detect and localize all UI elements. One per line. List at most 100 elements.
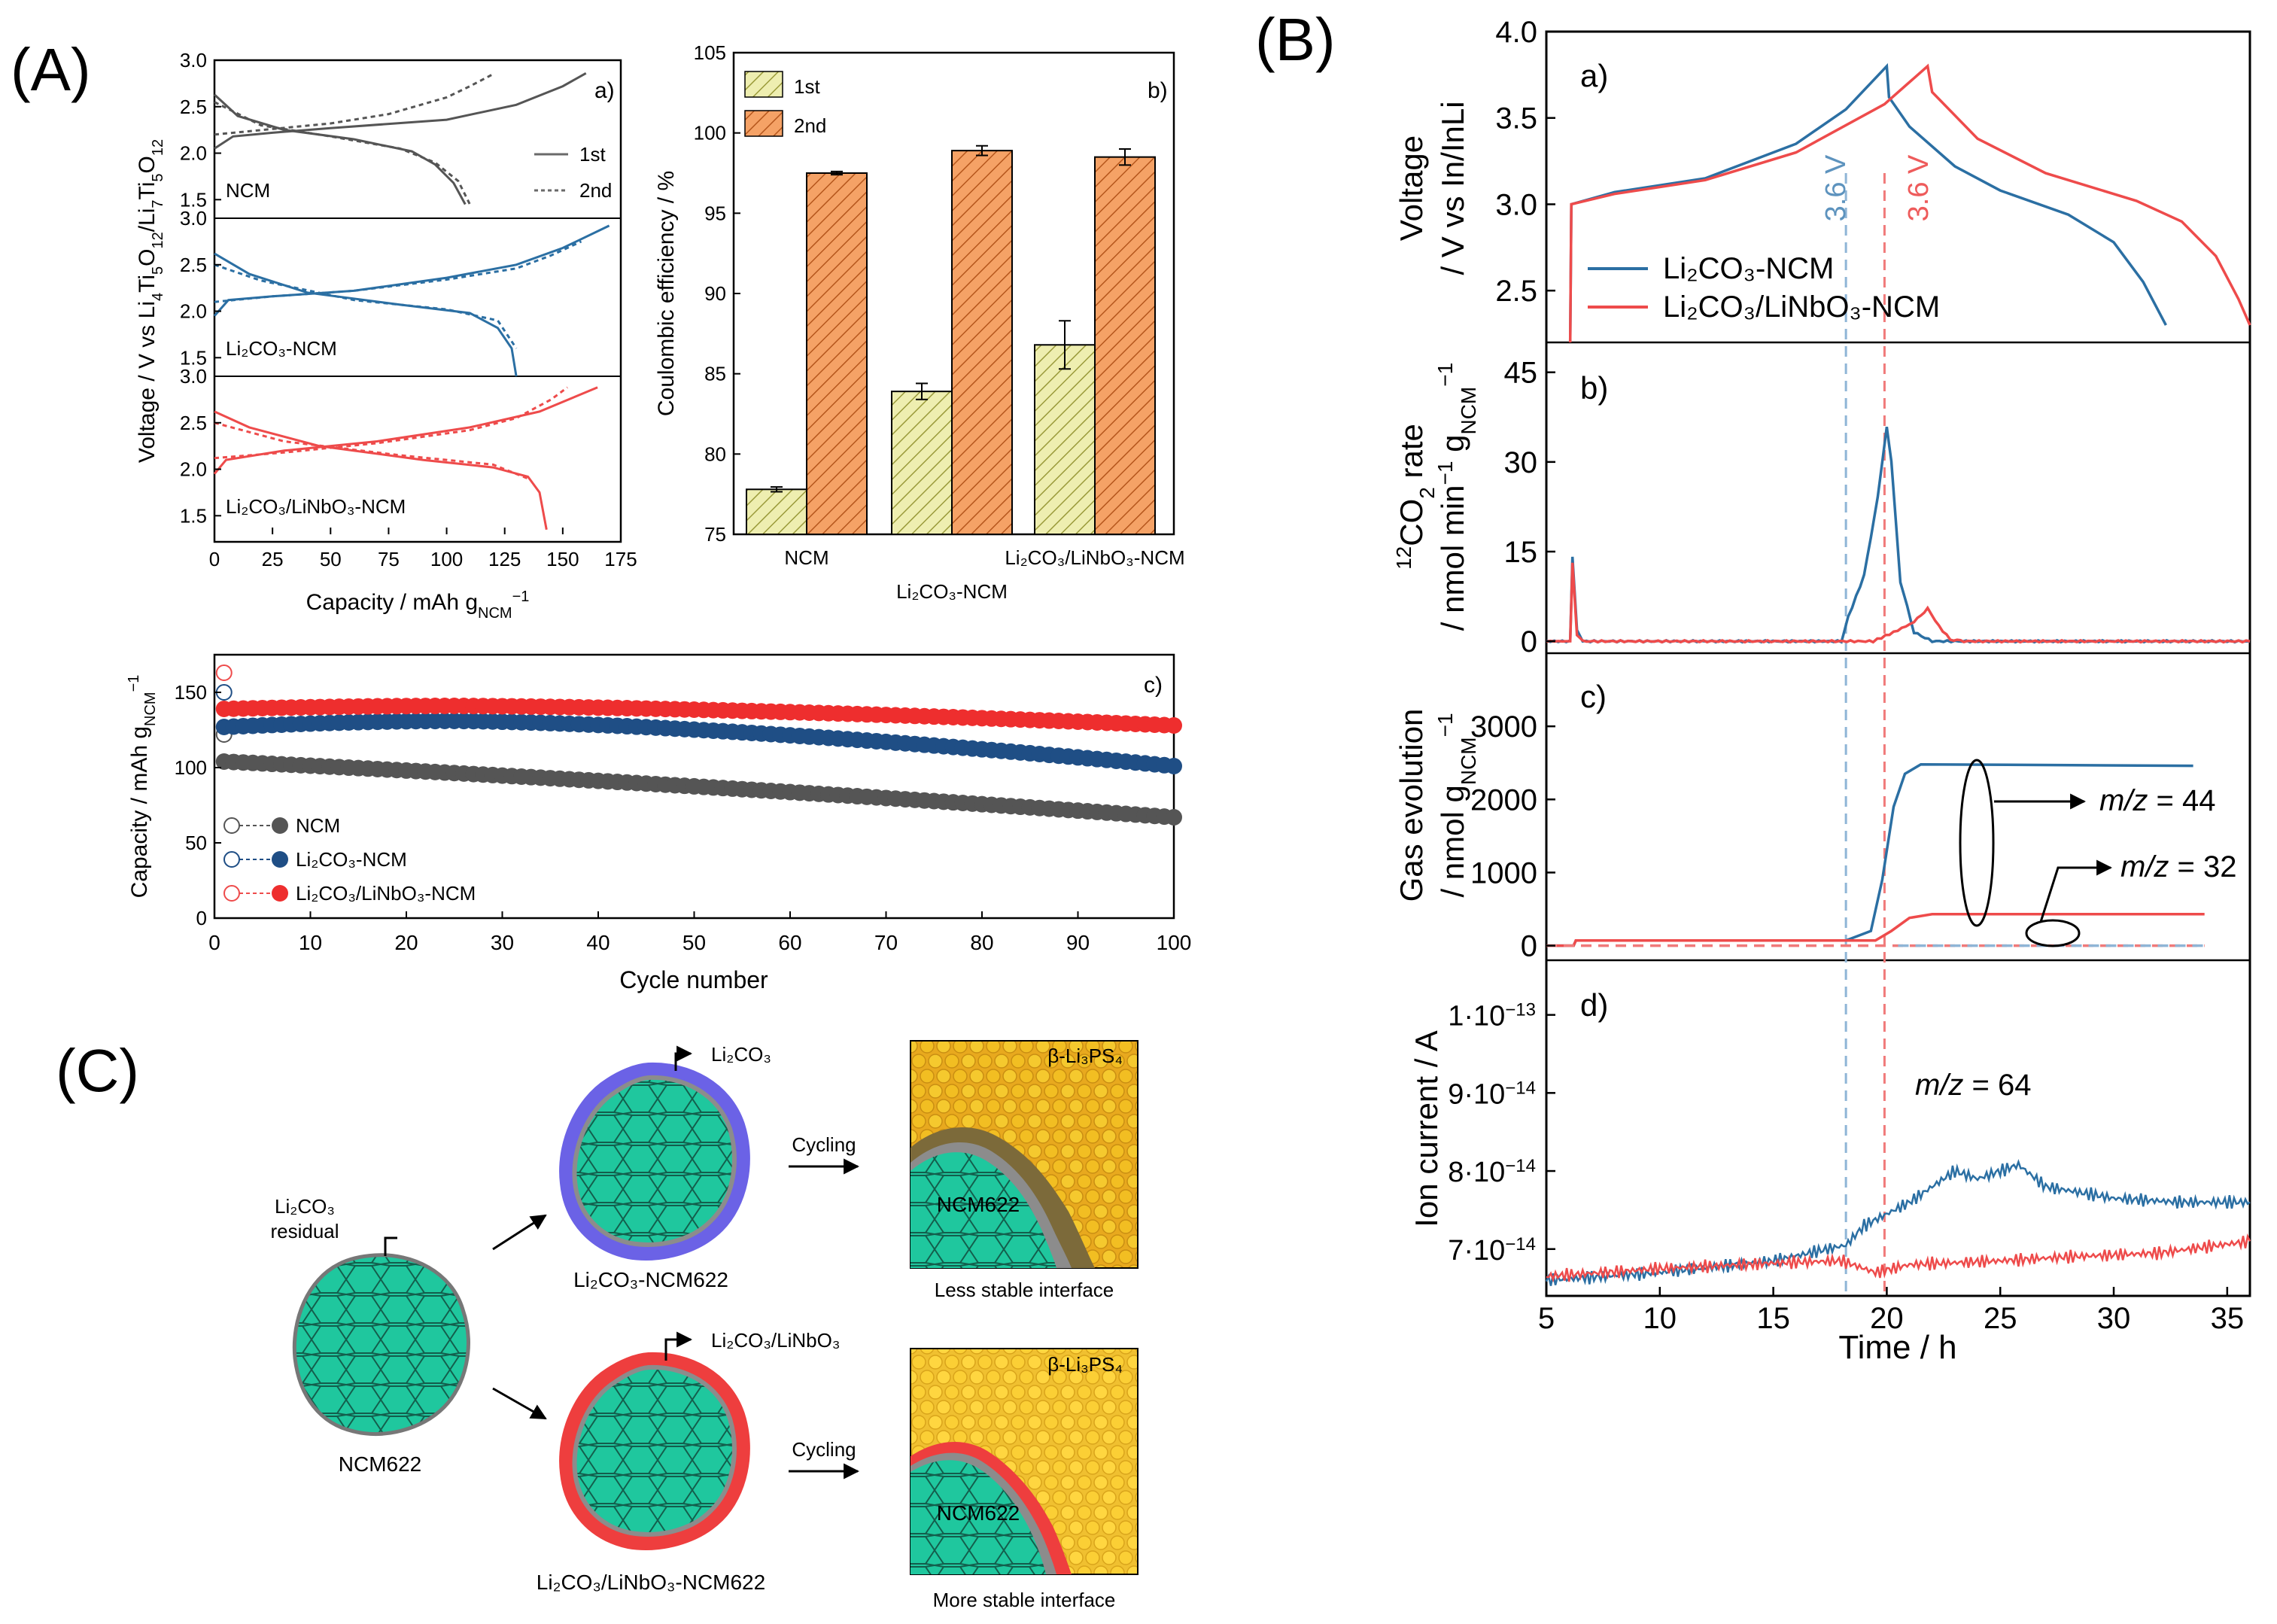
panel-label-A: (A) (11, 36, 91, 103)
A-b-category-NCM: NCM (784, 546, 828, 569)
B-ytick-label-2: 3000 (1470, 710, 1537, 744)
C-bottom-particle-label: Li₂CO₃/LiNbO₃-NCM622 (537, 1571, 765, 1594)
A-c-xtick-label: 10 (299, 931, 322, 954)
C-inset-bottom: β-Li₃PS₄ NCM622 More stable interface (910, 1348, 1138, 1611)
A-c-xtick-label: 50 (682, 931, 706, 954)
A-a-curves (213, 71, 610, 531)
C-residual-label-2: residual (270, 1220, 339, 1242)
A-c-point-0 (1166, 809, 1182, 826)
A-a-legend-1st: 1st (579, 143, 606, 166)
A-c-xticks: 0 10 20 30 40 50 60 70 80 90 100 (208, 911, 1191, 954)
B-ytick-label-1: 45 (1504, 357, 1538, 390)
B-a-ylabel-line1: Voltage (1394, 135, 1429, 241)
A-c-legend-filled-LiNbO3 (272, 885, 288, 902)
B-d-ytick-label: 8·10−14 (1448, 1156, 1536, 1189)
chart-A-a: 1.52.02.53.01.52.02.53.01.52.02.53.0 0 25… (135, 49, 637, 622)
B-ytick-label-1: 15 (1504, 536, 1538, 569)
A-c-legend-filled-Li2CO3 (272, 851, 288, 868)
C-bottom-coat-pointer (664, 1331, 693, 1361)
B-frame (1545, 30, 2251, 1297)
B-xlabel: Time / h (1838, 1329, 1956, 1366)
A-c-legend-Li2CO3: Li₂CO₃-NCM (296, 848, 407, 871)
B-curve-3-0 (1545, 1159, 2251, 1286)
B-xtick-label: 35 (2211, 1302, 2245, 1335)
A-a-ytick-label: 1.5 (180, 346, 207, 369)
B-a-ylabel-line2: / V vs In/InLi (1435, 101, 1470, 275)
B-marker-label-blue: 3.6 V (1820, 154, 1852, 221)
A-c-point-1 (1166, 758, 1182, 774)
A-b-ytick-label: 105 (694, 41, 726, 64)
A-c-xtick-label: 20 (394, 931, 418, 954)
A-c-legend-filled-NCM (272, 817, 288, 834)
B-a-sub-label: a) (1580, 58, 1608, 93)
C-start-label: NCM622 (339, 1452, 421, 1476)
A-a-yticks: 1.52.02.53.01.52.02.53.01.52.02.53.0 (180, 49, 221, 527)
A-a-xticks: 0 25 50 75 100 125 150 175 (209, 528, 637, 570)
C-top-coat-label: Li₂CO₃ (711, 1043, 771, 1066)
B-d-ytick-label: 9·10−14 (1448, 1078, 1536, 1111)
B-ytick-label-0: 4.0 (1495, 16, 1537, 49)
A-b-legend-1st: 1st (794, 75, 820, 98)
A-a-sub-label: a) (594, 78, 615, 103)
A-c-yticks: 0 50 100 150 (175, 681, 221, 929)
A-a-ytick-label: 2.0 (180, 142, 207, 165)
B-d-ytick-label: 1·10−13 (1448, 999, 1536, 1032)
A-b-ytick-label: 75 (704, 523, 726, 546)
B-legend-Li2CO3: Li₂CO₃-NCM (1663, 252, 1834, 285)
A-c-legend-open-LiNbO3 (223, 885, 240, 902)
A-a-xtick-label: 50 (320, 548, 342, 570)
B-legend: Li₂CO₃-NCM Li₂CO₃/LiNbO₃-NCM (1588, 252, 1940, 324)
A-a-curve-2-charge_1st (213, 386, 598, 475)
schematic-C: Li₂CO₃ residual NCM622 Li₂CO₃ Li₂CO₃-NCM… (270, 1040, 1138, 1611)
B-c-annotation-32: m/z = 32 (2120, 850, 2237, 883)
B-c-ylabel-line2: / nmol gNCM−1 (1433, 713, 1480, 897)
C-residual-label-1: Li₂CO₃ (275, 1195, 335, 1218)
A-b-ytick-label: 80 (704, 442, 726, 465)
A-a-curve-1-charge_2nd (214, 240, 582, 303)
A-a-xtick-label: 100 (430, 548, 463, 570)
C-inset-top-particle-label: NCM622 (937, 1193, 1020, 1216)
A-a-legend: 1st 2nd (534, 143, 612, 202)
A-b-bar-2nd-1 (951, 150, 1013, 535)
B-c-arrow-32 (2039, 859, 2113, 923)
B-curve-3-1 (1546, 1233, 2251, 1283)
C-inset-bottom-particle-label: NCM622 (937, 1501, 1020, 1525)
C-particle-start (292, 1253, 470, 1436)
A-b-yticks: 75 80 85 90 95 100 105 (694, 41, 740, 546)
B-ytick-label-0: 3.5 (1495, 102, 1537, 135)
C-inset-top-electrolyte-label: β-Li₃PS₄ (1047, 1045, 1123, 1067)
A-c-ytick-label: 100 (175, 756, 207, 779)
A-a-ytick-label: 3.0 (180, 365, 207, 388)
A-a-xtick-label: 125 (488, 548, 521, 570)
B-curve-0-1 (1568, 63, 2251, 343)
B-d-ytick-label: 7·10−14 (1448, 1233, 1536, 1267)
A-a-ytick-label: 2.5 (180, 254, 207, 276)
C-residual-pointer (384, 1236, 397, 1256)
C-inset-top-particle (910, 1152, 1056, 1268)
B-marker-label-red: 3.6 V (1903, 154, 1935, 221)
C-bottom-coat-label: Li₂CO₃/LiNbO₃ (711, 1329, 840, 1352)
C-bottom-particle (572, 1364, 737, 1537)
B-ytick-label-2: 2000 (1470, 783, 1537, 817)
A-b-ytick-label: 85 (704, 363, 726, 385)
A-b-category-Li2CO3-LiNbO3-NCM: Li₂CO₃/LiNbO₃-NCM (1005, 546, 1184, 569)
C-cycling-top: Cycling (792, 1133, 856, 1156)
A-a-ytick-label: 3.0 (180, 49, 207, 71)
C-cycling-bottom: Cycling (792, 1438, 856, 1461)
B-xtick-label: 30 (2097, 1302, 2131, 1335)
C-top-coat-pointer (674, 1045, 693, 1071)
A-b-bars (746, 144, 1156, 536)
A-c-legend-NCM: NCM (296, 814, 340, 837)
A-b-bar-2nd-2 (1094, 156, 1156, 536)
A-b-bar-1st-0 (746, 488, 807, 535)
A-a-curve-1-charge_1st (213, 224, 610, 317)
A-a-panel-name-3: Li₂CO₃/LiNbO₃-NCM (226, 495, 406, 518)
A-b-ytick-label: 100 (694, 122, 726, 144)
B-ytick-label-1: 30 (1504, 446, 1538, 479)
A-a-xtick-label: 175 (604, 548, 637, 570)
B-xtick-label: 10 (1643, 1302, 1677, 1335)
C-top-particle (572, 1075, 737, 1247)
A-c-xtick-label: 80 (970, 931, 993, 954)
B-curve-2-0 (1546, 762, 2193, 947)
